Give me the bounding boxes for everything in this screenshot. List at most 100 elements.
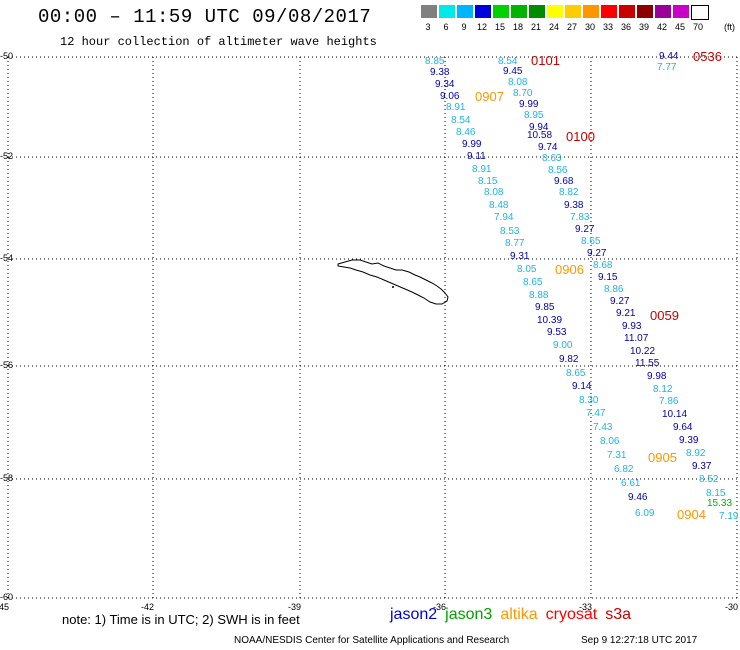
wave-height-value: 8.30 xyxy=(579,395,599,406)
pass-time-label: 0536 xyxy=(693,49,722,64)
scale-label: 9 xyxy=(461,22,467,32)
scale-label: 30 xyxy=(584,22,595,32)
satellite-legend: jason2 jason3 altika cryosat s3a xyxy=(390,606,639,624)
scale-swatch xyxy=(493,5,509,18)
wave-height-value: 7.31 xyxy=(607,450,627,461)
footer-credit: NOAA/NESDIS Center for Satellite Applica… xyxy=(234,635,510,646)
scale-swatch xyxy=(439,5,455,18)
wave-height-value: 9.85 xyxy=(535,302,555,313)
color-scale: 3 6 9 12 15 18 21 24 27 30 33 36 39 42 45 70 (ft) xyxy=(421,5,740,37)
wave-height-value: 6.82 xyxy=(614,464,634,475)
latitude-label: -60 xyxy=(0,592,14,602)
scale-label: 21 xyxy=(530,22,541,32)
scale-label: 45 xyxy=(674,22,685,32)
scale-swatch xyxy=(565,5,581,18)
wave-height-value: 8.88 xyxy=(529,290,549,301)
wave-height-value: 15.33 xyxy=(707,498,733,509)
scale-label: 39 xyxy=(638,22,649,32)
wave-height-value: 8.65 xyxy=(581,236,601,247)
latitude-label: -52 xyxy=(0,151,14,161)
wave-height-value: 7.19 xyxy=(719,511,739,522)
wave-height-value: 9.74 xyxy=(538,142,558,153)
wave-height-value: 8.54 xyxy=(498,56,518,67)
wave-height-value: 9.99 xyxy=(462,139,482,150)
longitude-label: -39 xyxy=(288,602,302,612)
wave-height-value: 8.68 xyxy=(593,260,613,271)
wave-height-value: 11.55 xyxy=(635,358,660,369)
wave-height-value: 9.99 xyxy=(519,99,539,110)
wave-height-value: 8.85 xyxy=(425,56,445,67)
wave-height-value: 9.44 xyxy=(659,51,679,62)
wave-height-value: 9.21 xyxy=(616,308,636,319)
wave-height-value: 9.98 xyxy=(647,371,667,382)
wave-height-value: 8.52 xyxy=(699,474,719,485)
longitude-label: -33 xyxy=(579,602,593,612)
wave-height-value: 9.14 xyxy=(572,381,592,392)
wave-height-value: 8.54 xyxy=(451,115,471,126)
legend-item-jason2: jason2 xyxy=(390,606,438,623)
wave-height-value: 8.86 xyxy=(604,284,624,295)
scale-label: 36 xyxy=(620,22,631,32)
wave-height-value: 8.12 xyxy=(653,384,673,395)
wave-height-value: 9.00 xyxy=(553,340,573,351)
wave-height-value: 8.15 xyxy=(478,176,498,187)
wave-height-value: 7.83 xyxy=(570,212,590,223)
pass-time-label: 0100 xyxy=(566,129,595,144)
latitude-label: -50 xyxy=(0,51,14,61)
scale-swatch xyxy=(583,5,599,18)
wave-height-value: 7.43 xyxy=(593,422,613,433)
scale-swatch xyxy=(637,5,653,18)
wave-height-value: 9.94 xyxy=(529,122,549,133)
wave-height-value: 8.05 xyxy=(517,264,537,275)
wave-height-value: 7.47 xyxy=(586,408,606,419)
latitude-label: -54 xyxy=(0,253,14,263)
scale-label: 3 xyxy=(425,22,431,32)
pass-time-label: 0101 xyxy=(531,53,560,68)
scale-label: 6 xyxy=(443,22,449,32)
map-title: 00:00 – 11:59 UTC 09/08/2017 xyxy=(38,6,372,28)
wave-height-value: 10.39 xyxy=(537,315,563,326)
wave-height-value: 8.53 xyxy=(500,226,520,237)
scale-swatch xyxy=(547,5,563,18)
wave-height-value: 8.63 xyxy=(542,153,562,164)
footer-timestamp: Sep 9 12:27:18 UTC 2017 xyxy=(581,635,698,646)
longitude-label: -45 xyxy=(0,602,10,612)
scale-label: 33 xyxy=(602,22,613,32)
latitude-label: -58 xyxy=(0,473,14,483)
scale-label: 12 xyxy=(476,22,487,32)
pass-time-label: 0907 xyxy=(475,89,504,104)
map-grid xyxy=(7,56,740,600)
wave-height-value: 9.68 xyxy=(554,176,574,187)
wave-height-value: 9.27 xyxy=(587,248,607,259)
scale-unit: (ft) xyxy=(724,22,735,32)
wave-height-value: 8.08 xyxy=(508,77,528,88)
wave-height-value: 8.91 xyxy=(472,164,492,175)
scale-label: 24 xyxy=(548,22,559,32)
longitude-label: -42 xyxy=(141,602,155,612)
wave-height-value: 8.46 xyxy=(456,127,476,138)
wave-height-value: 7.77 xyxy=(657,62,677,73)
scale-swatch xyxy=(601,5,617,18)
scale-label: 42 xyxy=(656,22,667,32)
latitude-label: -56 xyxy=(0,360,14,370)
wave-height-value: 8.91 xyxy=(446,102,466,113)
scale-swatch xyxy=(655,5,671,18)
wave-height-value: 9.27 xyxy=(575,224,595,235)
scale-label: 27 xyxy=(566,22,577,32)
wave-height-value: 8.77 xyxy=(505,238,525,249)
wave-height-value: 9.34 xyxy=(435,79,455,90)
wave-height-value: 8.95 xyxy=(524,110,544,121)
scale-swatch xyxy=(511,5,527,18)
wave-height-value: 9.37 xyxy=(692,461,712,472)
pass-time-label: 0905 xyxy=(648,450,677,465)
scale-swatch xyxy=(421,5,437,18)
scale-swatch xyxy=(475,5,491,18)
wave-height-value: 6.61 xyxy=(621,478,641,489)
wave-height-value: 9.11 xyxy=(467,151,486,162)
wave-height-value: 9.82 xyxy=(559,354,579,365)
wave-height-value: 9.93 xyxy=(622,321,642,332)
scale-label: 70 xyxy=(692,22,703,32)
wave-height-value: 9.27 xyxy=(610,296,630,307)
wave-height-value: 7.94 xyxy=(494,212,514,223)
